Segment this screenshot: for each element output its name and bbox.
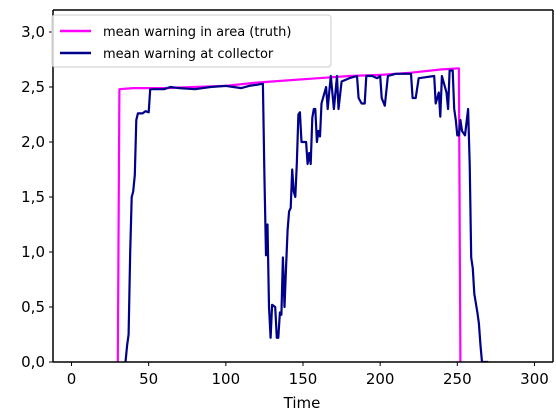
x-tick-label: 200 (366, 370, 395, 388)
x-axis-title: Time (283, 394, 321, 412)
y-tick-label: 1,5 (21, 188, 45, 206)
series-layer (116, 67, 489, 362)
y-tick-label: 2,0 (21, 133, 45, 151)
x-tick-label: 250 (443, 370, 472, 388)
x-tick-label: 300 (520, 370, 549, 388)
y-tick-label: 0,5 (21, 298, 45, 316)
axes-layer: 0 50 100 150 200 250 300 0,0 0,5 1,0 1,5 2,0 2,5 3,0 (21, 9, 554, 388)
legend-frame (51, 14, 332, 68)
y-tick-label: 2,5 (21, 78, 45, 96)
y-tick-label: 1,0 (21, 243, 45, 261)
legend: mean warning in area (truth) mean warnin… (51, 14, 332, 68)
y-tick-label: 3,0 (21, 23, 45, 41)
legend-label-truth: mean warning in area (truth) (103, 25, 291, 40)
x-tick-label: 0 (67, 370, 77, 388)
x-tick-label: 50 (139, 370, 158, 388)
y-tick-label: 0,0 (21, 353, 45, 371)
x-tick-label: 150 (289, 370, 318, 388)
legend-label-collector: mean warning at collector (103, 47, 274, 62)
series-line-collector (124, 69, 489, 362)
x-tick-label: 100 (212, 370, 241, 388)
series-line-truth (116, 67, 462, 362)
